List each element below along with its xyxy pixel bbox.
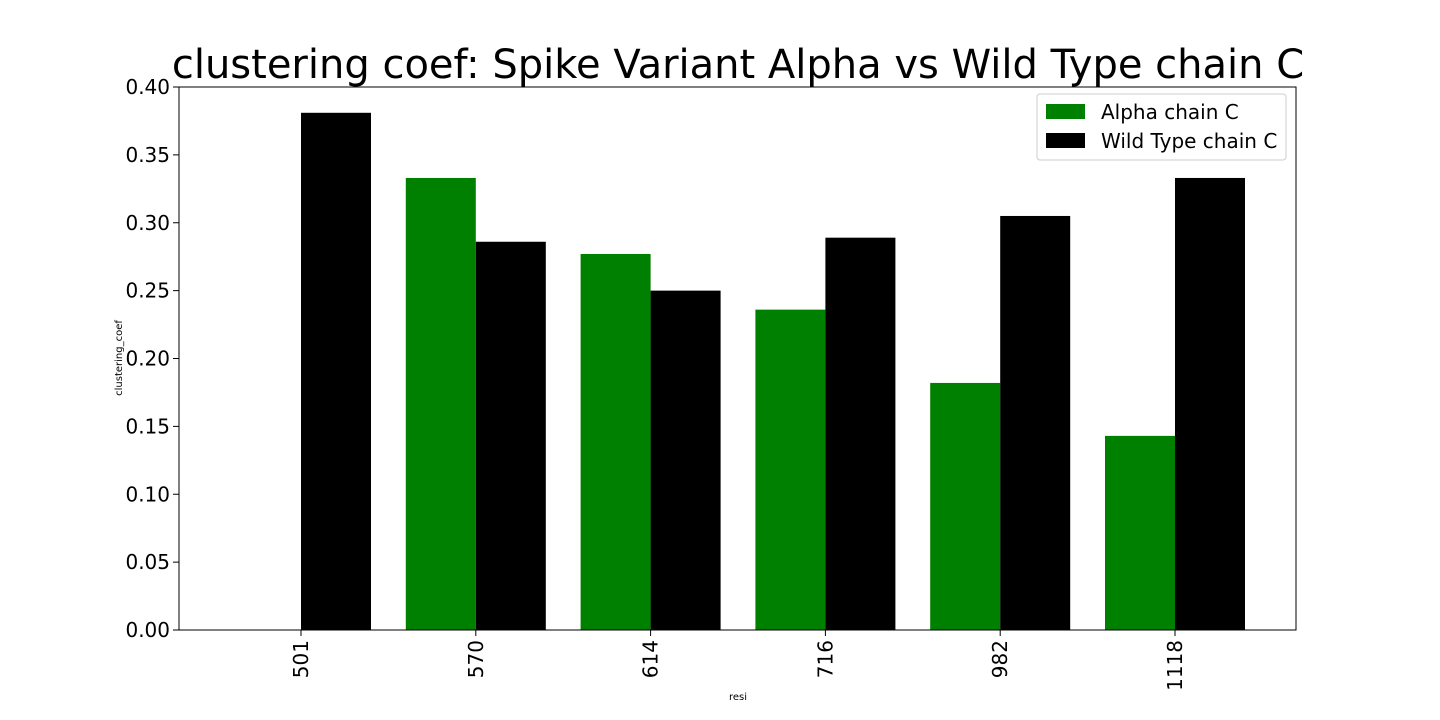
y-axis: 0.00 0.05 0.10 0.15 0.20 0.25 0.30 0.35 0.40: [125, 75, 179, 642]
x-tick-label: 1118: [1163, 640, 1187, 691]
y-tick-label: 0.40: [125, 75, 170, 99]
y-tick-label: 0.35: [125, 143, 170, 167]
y-tick-label: 0.00: [125, 618, 170, 642]
legend-label: Wild Type chain C: [1101, 129, 1277, 153]
bar-wild-type-570: [475, 241, 546, 630]
bar-wild-type-1118: [1175, 177, 1245, 630]
bars-group: [301, 112, 1245, 631]
y-tick-label: 0.20: [125, 347, 170, 371]
bar-alpha-1118: [1105, 435, 1175, 630]
y-tick-label: 0.10: [125, 482, 170, 506]
bar-wild-type-614: [650, 290, 721, 630]
y-tick-label: 0.25: [125, 279, 170, 303]
bar-alpha-614: [580, 253, 651, 630]
y-axis-label: clustering_coef: [114, 320, 125, 396]
bar-alpha-982: [930, 382, 1001, 630]
legend-label: Alpha chain C: [1101, 100, 1239, 124]
bar-alpha-716: [755, 309, 826, 630]
x-tick-label: 614: [639, 640, 663, 678]
bar-alpha-570: [405, 177, 476, 630]
chart-title: clustering coef: Spike Variant Alpha vs …: [172, 42, 1304, 88]
y-tick-label: 0.30: [125, 211, 170, 235]
x-tick-label: 716: [813, 640, 837, 678]
x-axis: 501 570 614 716 982 1118: [289, 630, 1187, 691]
bar-wild-type-982: [1000, 215, 1071, 630]
x-tick-label: 501: [289, 640, 313, 678]
bar-wild-type-716: [825, 237, 896, 630]
x-tick-label: 570: [464, 640, 488, 678]
legend-box: [1036, 93, 1287, 161]
bar-wild-type-501: [301, 112, 371, 631]
x-axis-label: resi: [729, 692, 747, 703]
y-tick-label: 0.15: [125, 414, 170, 438]
legend-swatch: [1046, 133, 1085, 148]
legend-swatch: [1046, 104, 1085, 119]
x-tick-label: 982: [988, 640, 1012, 678]
y-tick-label: 0.05: [125, 550, 170, 574]
legend: Alpha chain C Wild Type chain C: [1036, 93, 1287, 161]
